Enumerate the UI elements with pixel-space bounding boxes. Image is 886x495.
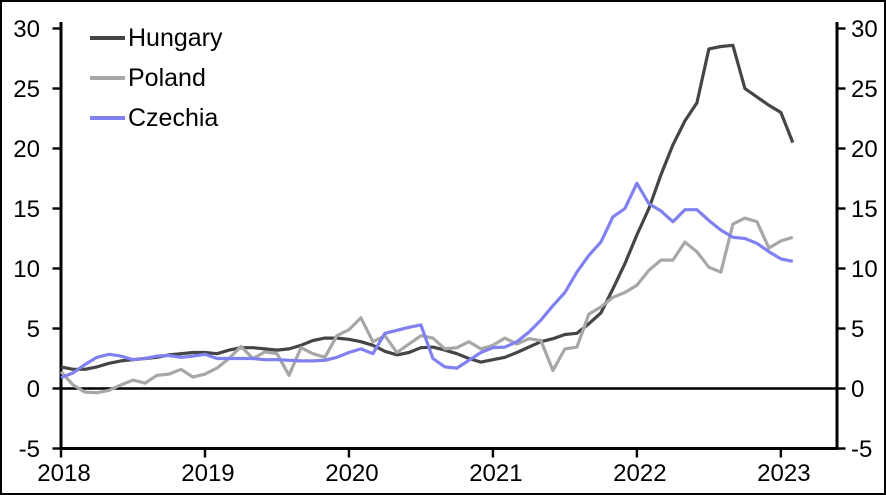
hungary-line-swatch	[90, 36, 125, 40]
y-tick-label-left: -5	[19, 436, 40, 463]
y-tick-label-left: 25	[13, 76, 40, 103]
line-poland	[59, 216, 794, 395]
chart-legend: Hungary Poland Czechia	[90, 18, 223, 138]
legend-label-hungary: Hungary	[128, 23, 223, 52]
y-tick-label-left: 0	[27, 376, 40, 403]
x-tick-label: 2019	[181, 460, 234, 487]
legend-label-poland: Poland	[128, 63, 206, 92]
y-tick-label-left: 10	[13, 256, 40, 283]
line-hungary	[60, 43, 795, 371]
y-tick-label-right: -5	[851, 436, 872, 463]
line-czechia	[60, 181, 794, 380]
y-tick-label-right: 0	[851, 376, 864, 403]
legend-label-czechia: Czechia	[128, 103, 219, 132]
y-tick-label-left: 15	[13, 196, 40, 223]
y-tick-label-right: 15	[851, 196, 878, 223]
x-tick-label: 2018	[37, 460, 90, 487]
y-tick-label-left: 5	[27, 316, 40, 343]
czechia-line-swatch	[90, 116, 125, 120]
legend-item-hungary: Hungary	[90, 18, 223, 58]
x-tick-label: 2022	[613, 460, 666, 487]
x-tick-label: 2020	[325, 460, 378, 487]
legend-item-poland: Poland	[90, 58, 223, 98]
y-tick-label-right: 5	[851, 316, 864, 343]
y-tick-label-right: 30	[851, 16, 878, 43]
x-tick-label: 2021	[469, 460, 522, 487]
poland-line-swatch	[90, 76, 125, 80]
y-tick-label-right: 10	[851, 256, 878, 283]
y-tick-label-left: 20	[13, 136, 40, 163]
y-tick-label-right: 25	[851, 76, 878, 103]
y-tick-label-right: 20	[851, 136, 878, 163]
y-tick-label-left: 30	[13, 16, 40, 43]
x-tick-label: 2023	[757, 460, 810, 487]
legend-item-czechia: Czechia	[90, 98, 223, 138]
